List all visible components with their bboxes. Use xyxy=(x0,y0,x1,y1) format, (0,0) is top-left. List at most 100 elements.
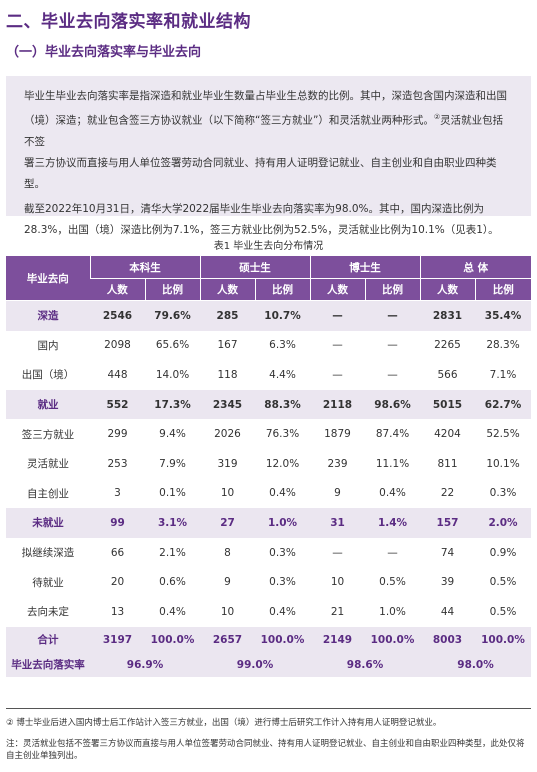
table-cell: 285 xyxy=(200,300,255,331)
table-cell: 2118 xyxy=(310,389,365,420)
table-cell: — xyxy=(387,368,398,381)
table-cell: 3.1% xyxy=(145,508,200,538)
table-cell: 0.4% xyxy=(269,605,296,618)
rate-cell: 98.0% xyxy=(420,652,531,677)
table-cell: 0.3% xyxy=(269,546,296,559)
section-title: 二、毕业去向落实率和就业结构 xyxy=(6,12,251,32)
row-label: 出国（境） xyxy=(21,369,75,382)
table-cell: 253 xyxy=(107,457,128,470)
row-label: 签三方就业 xyxy=(21,428,75,441)
table-cell: 2.0% xyxy=(475,508,531,538)
table-cell: 2265 xyxy=(434,339,461,352)
header-ratio: 比例 xyxy=(254,278,310,301)
table-cell: 1879 xyxy=(324,428,351,441)
table-cell: — xyxy=(387,546,398,559)
table-cell: — xyxy=(332,339,343,352)
table-cell: 566 xyxy=(437,368,458,381)
total-row: 合计 3197 100.0% 2657 100.0% 2149 100.0% 8003 100.… xyxy=(6,626,531,653)
table-caption: 表1 毕业生去向分布情况 xyxy=(213,241,324,252)
header-group-doctor: 博士生 xyxy=(309,256,420,279)
table-subheader-row: 人数 比例 人数 比例 人数 比例 人数 比例 xyxy=(6,278,531,301)
table-cell: 0.5% xyxy=(379,576,406,589)
table-cell: 66 xyxy=(110,546,125,559)
intro-line: 28.3%，出国（境）深造比例为7.1%，签三方就业比例为52.5%，灵活就业比… xyxy=(24,223,499,236)
table-cell: 4.4% xyxy=(269,368,296,381)
table-row: 自主创业 3 0.1% 10 0.4% 9 0.4% 22 0.3% xyxy=(6,479,531,509)
table-row: 去向未定 13 0.4% 10 0.4% 21 1.0% 44 0.5% xyxy=(6,597,531,627)
table-cell: 0.5% xyxy=(489,605,517,618)
header-ratio: 比例 xyxy=(474,278,531,301)
table-cell: 6.3% xyxy=(269,339,296,352)
subsection-title: （一）毕业去向落实率与毕业去向 xyxy=(6,45,202,60)
row-label: 未就业 xyxy=(6,508,90,538)
intro-line: 署三方协议而直接与用人单位签署劳动合同就业、持有用人证明登记就业、自主创业和自由… xyxy=(24,156,497,190)
table-cell: 8 xyxy=(224,546,231,559)
table-cell: 99 xyxy=(90,508,145,538)
table-cell: 44 xyxy=(440,605,455,618)
row-label: 合计 xyxy=(6,626,90,653)
table-cell: — xyxy=(310,300,365,331)
destination-table: 毕业去向 本科生 硕士生 博士生 总 体 人数 比例 人数 比例 人数 比例 人… xyxy=(6,256,531,677)
table-cell: 0.4% xyxy=(269,487,296,500)
table-cell: 14.0% xyxy=(155,368,190,381)
table-cell: — xyxy=(387,339,398,352)
header-count: 人数 xyxy=(309,278,365,301)
intro-paragraph-2: 截至2022年10月31日，清华大学2022届毕业生毕业去向落实率为98.0%。… xyxy=(24,199,513,241)
table-cell: 0.3% xyxy=(269,576,296,589)
table-cell: 319 xyxy=(217,457,238,470)
table-cell: 17.3% xyxy=(145,389,200,420)
table-cell: 239 xyxy=(327,457,348,470)
row-label: 深造 xyxy=(6,300,90,331)
table-cell: 9 xyxy=(334,487,341,500)
footnote-marker: ② xyxy=(433,113,441,121)
table-cell: 0.1% xyxy=(159,487,186,500)
rate-cell: 96.9% xyxy=(90,652,200,677)
table-cell: 299 xyxy=(107,428,128,441)
table-cell: 79.6% xyxy=(145,300,200,331)
table-cell: 10 xyxy=(220,605,235,618)
table-row: 就业 552 17.3% 2345 88.3% 2118 98.6% 5015 62.7% xyxy=(6,389,531,420)
table-cell: 88.3% xyxy=(255,389,310,420)
intro-line: （境）深造；就业包含签三方协议就业（以下简称“签三方就业”）和灵活就业两种形式。 xyxy=(24,114,434,127)
table-cell: 0.3% xyxy=(489,487,517,500)
header-group-overall: 总 体 xyxy=(419,256,531,279)
intro-paragraph-1: 毕业生毕业去向落实率是指深造和就业毕业生数量占毕业生总数的比例。其中，深造包含国… xyxy=(24,86,513,195)
header-ratio: 比例 xyxy=(364,278,420,301)
row-label: 待就业 xyxy=(32,576,64,589)
table-cell: 3197 xyxy=(90,626,145,653)
row-label: 自主创业 xyxy=(27,487,69,500)
table-cell: 98.6% xyxy=(365,389,420,420)
table-cell: 35.4% xyxy=(475,300,531,331)
table-cell: 2149 xyxy=(310,626,365,653)
intro-line: 毕业生毕业去向落实率是指深造和就业毕业生数量占毕业生总数的比例。其中，深造包含国… xyxy=(24,90,507,102)
table-cell: 2026 xyxy=(214,428,241,441)
table-cell: 31 xyxy=(310,508,365,538)
table-body: 深造 2546 79.6% 285 10.7% — —2831 35.4% 国内 2098 65.6… xyxy=(6,300,531,677)
table-row: 签三方就业 299 9.4% 2026 76.3% 1879 87.4% 4204 52.5% xyxy=(6,419,531,449)
intro-line: 灵活就业包括不签 xyxy=(24,114,504,148)
footnote-note: 注：灵活就业包括不签署三方协议而直接与用人单位签署劳动合同就业、持有用人证明登记… xyxy=(6,739,525,761)
table-cell: 2546 xyxy=(90,300,145,331)
table-cell: 10 xyxy=(330,576,345,589)
table-cell: 8003 xyxy=(420,626,475,653)
table-cell: 2098 xyxy=(104,339,131,352)
table-row: 待就业 20 0.6% 9 0.3% 10 0.5% 39 0.5% xyxy=(6,567,531,597)
table-cell: 7.1% xyxy=(489,368,517,381)
table-cell: 12.0% xyxy=(265,457,300,470)
footnote-divider xyxy=(6,708,531,709)
table-cell: 9 xyxy=(224,576,231,589)
table-cell: 100.0% xyxy=(365,626,420,653)
row-label: 就业 xyxy=(6,389,90,420)
table-cell: 76.3% xyxy=(265,428,300,441)
table-cell: 11.1% xyxy=(375,457,410,470)
table-cell: 1.0% xyxy=(255,508,310,538)
table-cell: 62.7% xyxy=(475,389,531,420)
table-cell: 3 xyxy=(114,487,121,500)
table-cell: 167 xyxy=(217,339,238,352)
rate-cell: 98.6% xyxy=(310,652,420,677)
table-cell: 52.5% xyxy=(486,428,520,441)
table-cell: 65.6% xyxy=(155,339,190,352)
table-cell: 22 xyxy=(440,487,455,500)
table-cell: 157 xyxy=(420,508,475,538)
table-cell: 21 xyxy=(330,605,345,618)
